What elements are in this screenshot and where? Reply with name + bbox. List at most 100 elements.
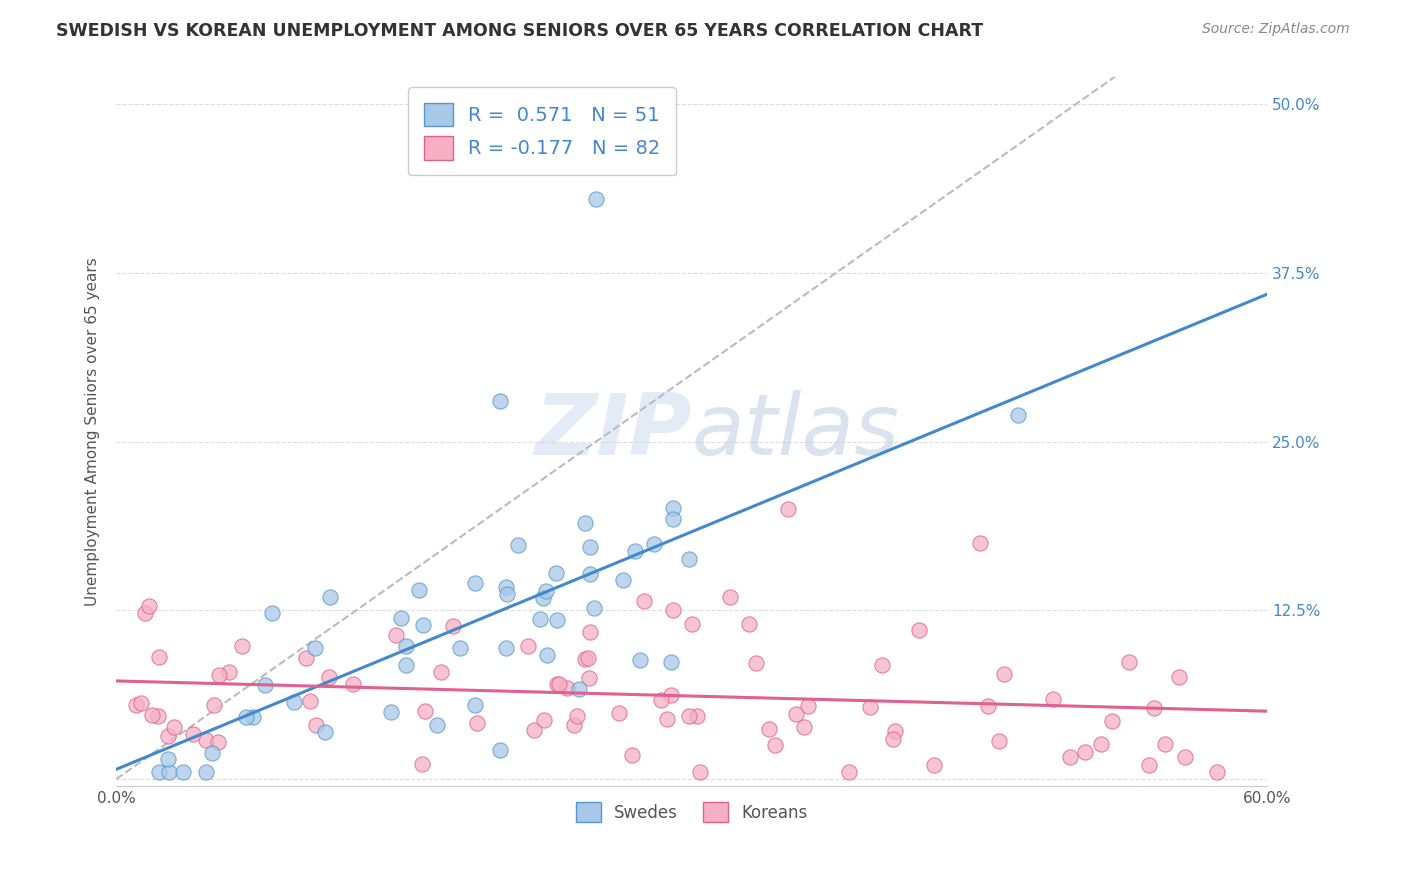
Point	[395, 658, 418, 673]
Point	[141, 708, 163, 723]
Point	[678, 709, 700, 723]
Point	[659, 655, 682, 669]
Point	[624, 544, 647, 558]
Point	[643, 537, 665, 551]
Point	[146, 708, 169, 723]
Point	[253, 678, 276, 692]
Point	[533, 714, 555, 728]
Point	[304, 641, 326, 656]
Point	[231, 639, 253, 653]
Point	[797, 699, 820, 714]
Point	[529, 612, 551, 626]
Point	[395, 639, 418, 653]
Point	[745, 657, 768, 671]
Point	[495, 641, 517, 656]
Y-axis label: Unemployment Among Seniors over 65 years: Unemployment Among Seniors over 65 years	[86, 257, 100, 606]
Legend: Swedes, Koreans: Swedes, Koreans	[564, 790, 820, 834]
Point	[318, 670, 340, 684]
Point	[562, 717, 585, 731]
Point	[134, 607, 156, 621]
Point	[283, 695, 305, 709]
Point	[969, 536, 991, 550]
Point	[763, 738, 786, 752]
Point	[305, 718, 328, 732]
Point	[208, 668, 231, 682]
Point	[242, 709, 264, 723]
Point	[195, 765, 218, 780]
Point	[859, 700, 882, 714]
Point	[235, 709, 257, 723]
Point	[689, 765, 711, 780]
Point	[870, 657, 893, 672]
Point	[578, 671, 600, 685]
Point	[516, 639, 538, 653]
Point	[202, 698, 225, 712]
Point	[612, 573, 634, 587]
Point	[738, 616, 761, 631]
Point	[299, 693, 322, 707]
Point	[620, 747, 643, 762]
Text: atlas: atlas	[692, 390, 900, 473]
Point	[838, 765, 860, 780]
Point	[1143, 701, 1166, 715]
Point	[1007, 408, 1029, 422]
Point	[534, 584, 557, 599]
Point	[650, 692, 672, 706]
Point	[129, 696, 152, 710]
Point	[489, 394, 512, 409]
Point	[449, 641, 471, 656]
Point	[785, 706, 807, 721]
Point	[1174, 749, 1197, 764]
Text: SWEDISH VS KOREAN UNEMPLOYMENT AMONG SENIORS OVER 65 YEARS CORRELATION CHART: SWEDISH VS KOREAN UNEMPLOYMENT AMONG SEN…	[56, 22, 983, 40]
Point	[578, 566, 600, 581]
Point	[661, 603, 683, 617]
Point	[977, 698, 1000, 713]
Point	[555, 681, 578, 695]
Point	[467, 716, 489, 731]
Point	[574, 516, 596, 530]
Point	[574, 651, 596, 665]
Point	[567, 709, 589, 723]
Point	[124, 698, 146, 713]
Point	[659, 688, 682, 702]
Point	[922, 758, 945, 772]
Point	[1168, 670, 1191, 684]
Point	[758, 722, 780, 736]
Point	[633, 594, 655, 608]
Point	[1154, 737, 1177, 751]
Point	[138, 599, 160, 613]
Point	[194, 733, 217, 747]
Point	[793, 720, 815, 734]
Point	[148, 765, 170, 780]
Point	[342, 677, 364, 691]
Point	[1059, 749, 1081, 764]
Point	[987, 734, 1010, 748]
Point	[607, 706, 630, 720]
Point	[163, 720, 186, 734]
Point	[718, 590, 741, 604]
Point	[1073, 745, 1095, 759]
Point	[523, 723, 546, 737]
Point	[218, 665, 240, 679]
Point	[1206, 765, 1229, 780]
Point	[426, 718, 449, 732]
Point	[548, 677, 571, 691]
Text: Source: ZipAtlas.com: Source: ZipAtlas.com	[1202, 22, 1350, 37]
Point	[148, 650, 170, 665]
Point	[568, 681, 591, 696]
Point	[908, 623, 931, 637]
Point	[1090, 737, 1112, 751]
Point	[464, 575, 486, 590]
Point	[1137, 758, 1160, 772]
Point	[685, 709, 707, 723]
Point	[207, 734, 229, 748]
Text: ZIP: ZIP	[534, 390, 692, 473]
Point	[585, 192, 607, 206]
Point	[508, 538, 530, 552]
Point	[385, 628, 408, 642]
Point	[662, 511, 685, 525]
Point	[661, 500, 683, 515]
Point	[181, 727, 204, 741]
Point	[318, 591, 340, 605]
Point	[681, 616, 703, 631]
